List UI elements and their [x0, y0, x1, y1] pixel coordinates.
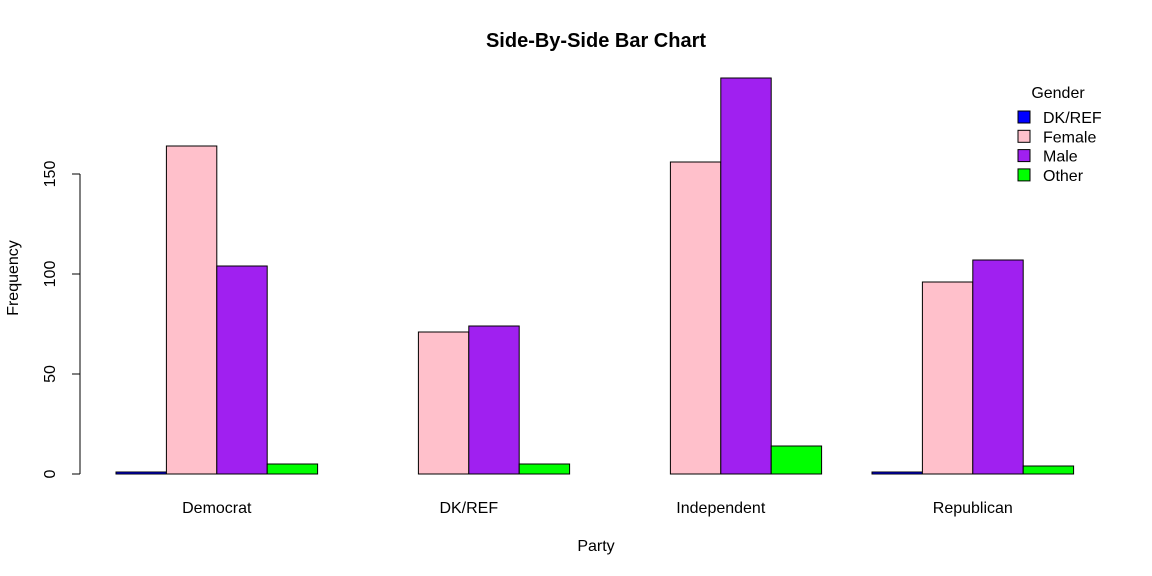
bar — [921, 281, 974, 475]
bar — [720, 77, 772, 475]
bar — [518, 463, 571, 475]
bar — [871, 471, 923, 475]
y-axis-label: Frequency — [5, 240, 22, 316]
legend-label: DK/REF — [1043, 110, 1102, 127]
y-tick-label: 100 — [42, 261, 59, 288]
x-axis-label: Party — [577, 538, 614, 555]
bar — [115, 471, 167, 475]
bars-group — [115, 77, 1075, 475]
legend-label: Other — [1043, 168, 1084, 185]
bar — [972, 259, 1024, 475]
bar — [417, 331, 470, 475]
chart-title: Side-By-Side Bar Chart — [486, 30, 706, 52]
x-tick-label: Republican — [933, 500, 1013, 517]
y-tick-label: 0 — [42, 469, 59, 478]
legend: DK/REF Female Male Other — [1017, 110, 1102, 185]
bar — [468, 325, 520, 475]
legend-swatch — [1017, 168, 1031, 182]
y-axis: 0 50 100 150 — [42, 161, 81, 478]
legend-swatch — [1017, 129, 1031, 143]
bar — [669, 161, 722, 475]
legend-label: Female — [1043, 129, 1096, 146]
bar — [165, 145, 218, 475]
legend-title: Gender — [1031, 85, 1085, 102]
x-tick-labels: Democrat DK/REF Independent Republican — [182, 500, 1013, 517]
legend-swatch — [1017, 149, 1031, 163]
y-tick-label: 150 — [42, 161, 59, 188]
bar — [216, 265, 268, 475]
x-tick-label: DK/REF — [439, 500, 498, 517]
bar — [1022, 465, 1075, 475]
legend-label: Male — [1043, 149, 1078, 166]
x-tick-label: Democrat — [182, 500, 252, 517]
legend-swatch — [1017, 110, 1031, 124]
bar — [770, 445, 823, 475]
y-tick-label: 50 — [42, 365, 59, 383]
x-tick-label: Independent — [676, 500, 766, 517]
bar — [266, 463, 319, 475]
